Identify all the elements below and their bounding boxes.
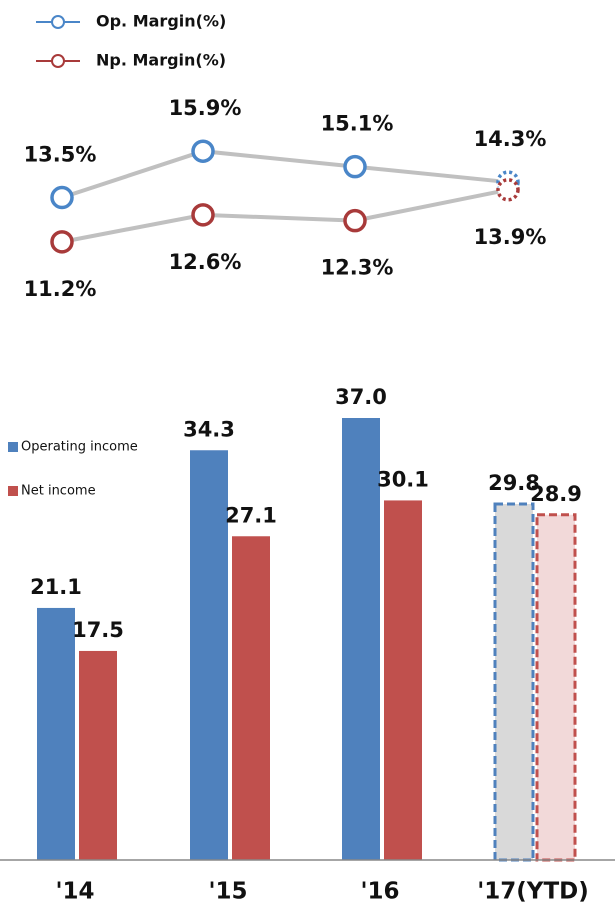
data-label: 14.3% (474, 127, 547, 151)
bar (37, 607, 75, 860)
bar (535, 513, 577, 862)
x-tick-label: '14 (55, 879, 94, 905)
x-tick-label: '16 (360, 879, 399, 905)
bar (190, 450, 228, 860)
legend-label: Np. Margin(%) (96, 51, 226, 70)
legend-marker (51, 54, 65, 68)
legend-marker (51, 15, 65, 29)
data-label: 17.5 (72, 618, 124, 642)
line (61, 187, 509, 244)
x-tick-label: '15 (208, 879, 247, 905)
legend-swatch (8, 486, 18, 496)
line (61, 149, 509, 200)
data-label: 21.1 (30, 575, 82, 599)
data-label: 13.5% (24, 143, 97, 167)
legend-label: Op. Margin(%) (96, 12, 226, 31)
data-label: 30.1 (377, 467, 429, 491)
data-label: 28.9 (530, 482, 582, 506)
legend-label: Operating income (21, 440, 138, 455)
bar (342, 418, 380, 860)
data-label: 11.2% (24, 277, 97, 301)
point (191, 139, 215, 163)
data-label: 13.9% (474, 225, 547, 249)
legend-swatch (8, 442, 18, 452)
data-label: 15.9% (169, 96, 242, 120)
bar (232, 536, 270, 860)
legend-label: Net income (21, 484, 96, 499)
point (496, 178, 520, 202)
point (343, 208, 367, 233)
point (50, 230, 74, 254)
bar (384, 500, 422, 860)
bar (493, 502, 535, 862)
data-label: 12.6% (169, 250, 242, 274)
point (191, 203, 215, 227)
data-label: 34.3 (183, 417, 235, 441)
data-label: 37.0 (335, 385, 387, 409)
x-tick-label: '17(YTD) (477, 879, 589, 905)
bar (79, 650, 117, 860)
data-label: 27.1 (225, 503, 277, 527)
data-label: 12.3% (321, 256, 394, 280)
data-label: 29.8 (488, 471, 540, 495)
point (343, 154, 367, 179)
point (50, 185, 74, 210)
data-label: 15.1% (321, 112, 394, 136)
